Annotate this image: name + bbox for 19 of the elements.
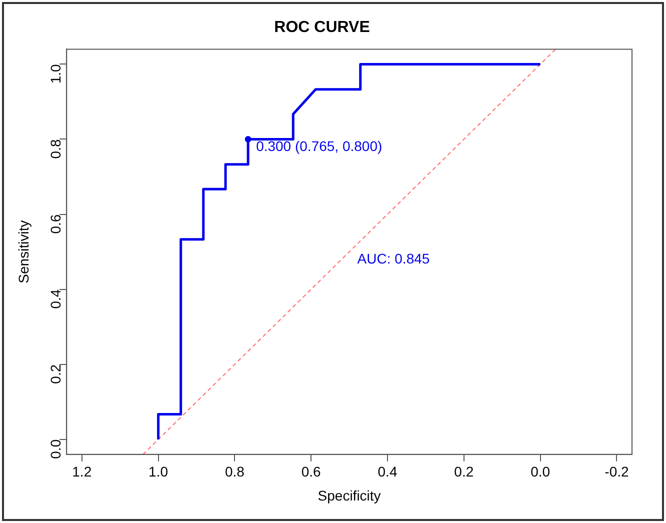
y-tick-label: 0.8: [47, 139, 64, 159]
y-tick-label: 1.0: [47, 64, 64, 84]
y-tick-label: 0.6: [47, 214, 64, 234]
chart-title: ROC CURVE: [274, 19, 370, 36]
x-tick-label: -0.2: [604, 464, 629, 480]
x-axis-title: Specificity: [318, 487, 381, 504]
y-tick-label: 0.2: [47, 364, 64, 384]
y-tick-label: 0.4: [47, 289, 64, 309]
x-tick-label: 0.8: [224, 464, 245, 480]
x-tick-label: 0.2: [454, 464, 474, 480]
y-axis-title: Sensitivity: [15, 220, 32, 284]
x-tick-label: 1.2: [72, 464, 92, 480]
annotation: 0.300 (0.765, 0.800): [256, 138, 382, 154]
x-tick-label: 0.4: [378, 464, 398, 480]
annotation: AUC: 0.845: [357, 250, 430, 267]
x-tick-label: 0.6: [301, 464, 322, 480]
x-tick-label: 0.0: [530, 464, 550, 480]
y-tick-label: 0.0: [47, 439, 64, 459]
x-tick-label: 1.0: [148, 464, 168, 480]
